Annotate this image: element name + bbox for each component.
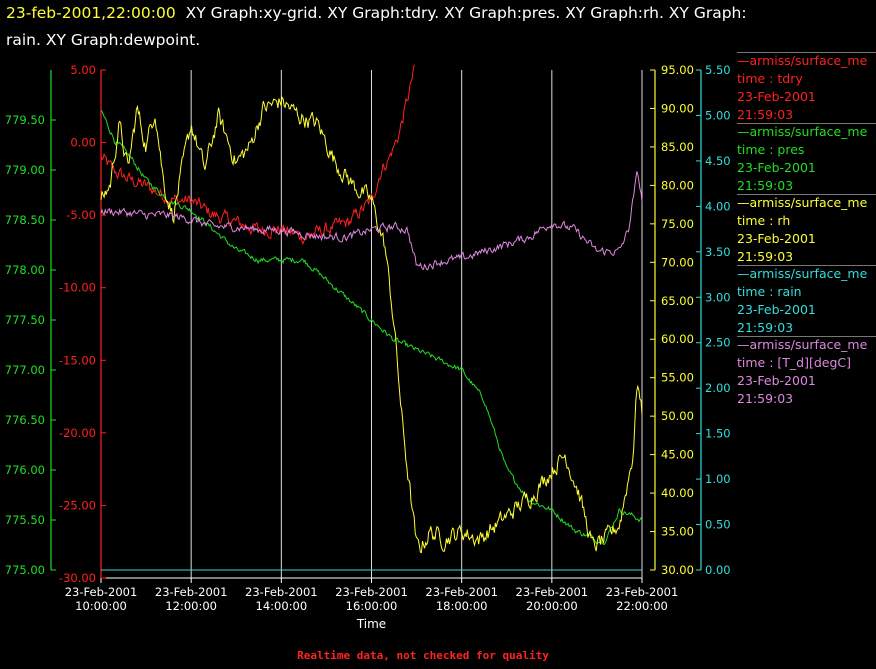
- x-tick-label-time: 10:00:00: [75, 599, 127, 613]
- legend-date: 23-Feb-2001: [737, 160, 816, 175]
- legend-separator: [737, 336, 876, 337]
- legend-separator: [737, 52, 876, 53]
- legend-time: 21:59:03: [737, 249, 794, 264]
- x-tick-label-time: 14:00:00: [256, 599, 308, 613]
- rain-tick-label: 4.50: [705, 154, 731, 168]
- legend-source: —armiss/surface_me: [737, 337, 868, 352]
- tdry-tick-label: 0.00: [70, 136, 96, 150]
- legend-variable: time : pres: [737, 142, 805, 157]
- pres-tick-label: 777.00: [5, 363, 45, 377]
- x-tick-label-time: 22:00:00: [616, 599, 668, 613]
- legend-time: 21:59:03: [737, 320, 794, 335]
- pres-tick-label: 779.00: [5, 163, 45, 177]
- pres-tick-label: 777.50: [5, 313, 45, 327]
- rh-tick-label: 30.00: [661, 563, 694, 577]
- legend-time: 21:59:03: [737, 107, 794, 122]
- tdry-tick-label: -25.00: [59, 498, 96, 512]
- x-tick-label-date: 23-Feb-2001: [425, 585, 498, 599]
- x-tick-label-date: 23-Feb-2001: [516, 585, 589, 599]
- quality-footnote: Realtime data, not checked for quality: [297, 649, 549, 662]
- rh-tick-label: 60.00: [661, 332, 694, 346]
- rh-tick-label: 40.00: [661, 486, 694, 500]
- pres-tick-label: 775.00: [5, 563, 45, 577]
- tdry-series-line: [100, 64, 415, 246]
- legend-separator: [737, 123, 876, 124]
- tdry-tick-label: -30.00: [59, 571, 96, 585]
- legend-variable: time : rain: [737, 284, 802, 299]
- rain-tick-label: 3.50: [705, 245, 731, 259]
- rh-tick-label: 95.00: [661, 63, 694, 77]
- rh-tick-label: 75.00: [661, 217, 694, 231]
- x-tick-label-date: 23-Feb-2001: [155, 585, 228, 599]
- x-axis-label: Time: [356, 617, 386, 631]
- graph-title-line1: 23-feb-2001,22:00:00 XY Graph:xy-grid. X…: [6, 3, 747, 24]
- rh-tick-label: 85.00: [661, 140, 694, 154]
- rh-tick-label: 35.00: [661, 525, 694, 539]
- tdry-tick-label: -15.00: [59, 353, 96, 367]
- legend-variable: time : rh: [737, 213, 791, 228]
- x-tick-label-time: 16:00:00: [346, 599, 398, 613]
- rain-tick-label: 1.00: [705, 472, 731, 486]
- graph-title-line2: rain. XY Graph:dewpoint.: [6, 31, 201, 49]
- rain-tick-label: 4.00: [705, 199, 731, 213]
- pres-tick-label: 776.00: [5, 463, 45, 477]
- rain-tick-label: 2.50: [705, 336, 731, 350]
- pres-tick-label: 776.50: [5, 413, 45, 427]
- legend-time: 21:59:03: [737, 391, 794, 406]
- tdry-tick-label: -20.00: [59, 426, 96, 440]
- legend-date: 23-Feb-2001: [737, 89, 816, 104]
- rain-tick-label: 5.50: [705, 63, 731, 77]
- rh-tick-label: 65.00: [661, 294, 694, 308]
- legend-time: 21:59:03: [737, 178, 794, 193]
- rain-tick-label: 5.00: [705, 108, 731, 122]
- rain-tick-label: 0.00: [705, 563, 731, 577]
- pres-series-line: [100, 109, 643, 545]
- pres-tick-label: 775.50: [5, 513, 45, 527]
- x-tick-label-time: 18:00:00: [436, 599, 488, 613]
- title-graph-list: XY Graph:xy-grid. XY Graph:tdry. XY Grap…: [185, 4, 747, 22]
- pres-tick-label: 778.00: [5, 263, 45, 277]
- rh-tick-label: 70.00: [661, 255, 694, 269]
- x-tick-label-date: 23-Feb-2001: [245, 585, 318, 599]
- tdry-tick-label: -10.00: [59, 281, 96, 295]
- legend-source: —armiss/surface_me: [737, 195, 868, 210]
- legend-source: —armiss/surface_me: [737, 124, 868, 139]
- x-tick-label-date: 23-Feb-2001: [335, 585, 408, 599]
- rain-tick-label: 2.00: [705, 381, 731, 395]
- legend-date: 23-Feb-2001: [737, 302, 816, 317]
- x-tick-label-time: 20:00:00: [526, 599, 578, 613]
- rh-series-line: [100, 95, 643, 554]
- legend-variable: time : [T_d][degC]: [737, 355, 852, 370]
- pres-tick-label: 779.50: [5, 113, 45, 127]
- legend-variable: time : tdry: [737, 71, 803, 86]
- pres-tick-label: 778.50: [5, 213, 45, 227]
- legend-date: 23-Feb-2001: [737, 373, 816, 388]
- legend-source: —armiss/surface_me: [737, 266, 868, 281]
- rh-tick-label: 90.00: [661, 101, 694, 115]
- rain-tick-label: 3.00: [705, 290, 731, 304]
- x-tick-label-time: 12:00:00: [165, 599, 217, 613]
- x-tick-label-date: 23-Feb-2001: [606, 585, 679, 599]
- tdry-tick-label: 5.00: [70, 63, 96, 77]
- legend-date: 23-Feb-2001: [737, 231, 816, 246]
- x-tick-label-date: 23-Feb-2001: [65, 585, 138, 599]
- dewpoint-series-line: [100, 171, 643, 271]
- rh-tick-label: 80.00: [661, 178, 694, 192]
- rain-tick-label: 1.50: [705, 427, 731, 441]
- rain-tick-label: 0.50: [705, 518, 731, 532]
- rh-tick-label: 55.00: [661, 371, 694, 385]
- rh-tick-label: 50.00: [661, 409, 694, 423]
- legend-source: —armiss/surface_me: [737, 53, 868, 68]
- title-timestamp: 23-feb-2001,22:00:00: [6, 4, 176, 22]
- legend-separator: [737, 265, 876, 266]
- tdry-tick-label: -5.00: [66, 208, 96, 222]
- rh-tick-label: 45.00: [661, 448, 694, 462]
- legend-separator: [737, 194, 876, 195]
